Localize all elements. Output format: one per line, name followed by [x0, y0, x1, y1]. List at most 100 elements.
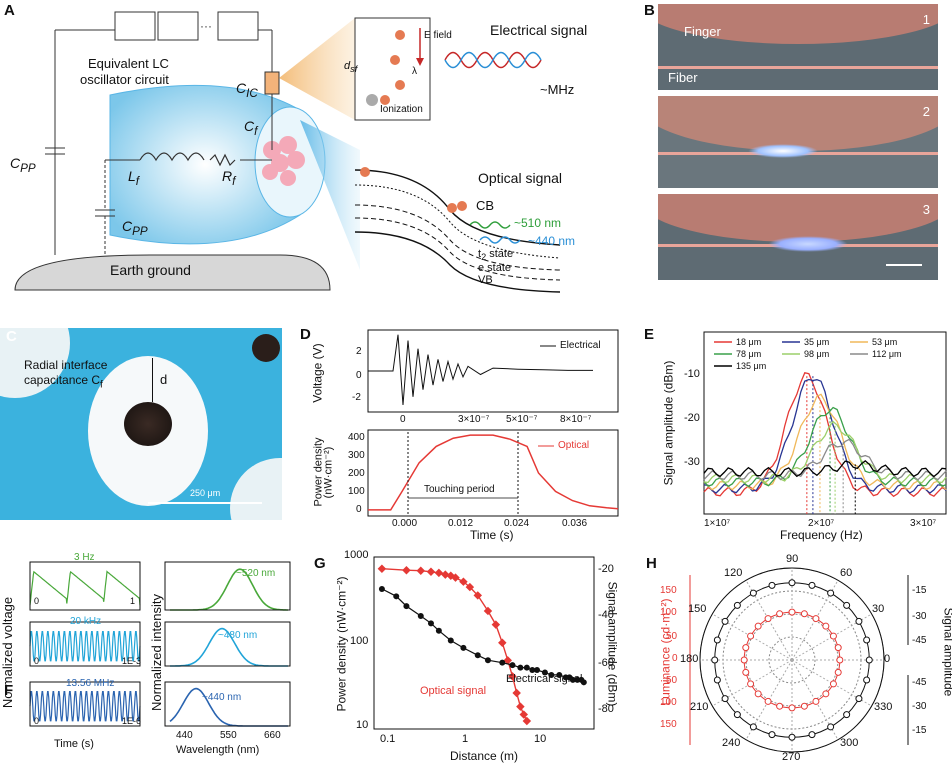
d-sf-sub: sf	[350, 64, 358, 75]
h-angle-0: 0	[884, 653, 891, 665]
g-electrical-point	[435, 627, 442, 634]
f-xlabel-left: Time (s)	[54, 738, 94, 750]
photo-frame-2: 2	[658, 96, 938, 188]
h-luminance-point	[800, 610, 808, 618]
h-luminance-point	[822, 622, 830, 630]
c-pp-sub-1: PP	[20, 161, 36, 175]
g-xtick-2: 10	[534, 733, 547, 745]
h-signal-point	[768, 581, 776, 589]
f-peak-1: ~480 nm	[218, 630, 258, 641]
h-lum-tick-4: 50	[666, 675, 678, 686]
circuit-title-2: oscillator circuit	[80, 72, 169, 87]
g-optical-point	[498, 638, 507, 648]
panel-h: H Luminance (cd·m⁻²) Signal amplitude 90…	[640, 545, 952, 778]
h-signal-point	[749, 723, 757, 731]
h-signal-point	[827, 723, 835, 731]
h-signal-point	[827, 589, 835, 597]
h-lum-tick-1: 100	[660, 607, 677, 618]
panel-e: E 18 μm 35 μm 53 μm 78 μm 98 μm 112 μm 135 μm …	[640, 320, 952, 542]
d-bottom-xtick-0: 0.000	[392, 518, 418, 529]
g-optical-point	[465, 582, 475, 592]
h-signal-point	[733, 601, 741, 609]
frame-number-2: 2	[922, 104, 930, 119]
g-ytick-right-0: -20	[598, 563, 614, 575]
e-ylabel: Signal amplitude (dBm)	[661, 360, 676, 486]
h-angle-300: 300	[840, 737, 859, 749]
h-lum-tick-3: 0	[672, 653, 678, 664]
e-legend-label-1: 35 μm	[804, 337, 829, 347]
h-luminance-point	[747, 632, 755, 640]
label-l-f: Lf	[128, 168, 139, 188]
label-c-pp-1: CPP	[10, 155, 36, 175]
panel-label-d: D	[300, 326, 311, 343]
photo-frame-1: Finger Fiber 1	[658, 4, 938, 90]
g-ylabel-right: Signal amplitude (dBm)	[605, 581, 620, 707]
g-electrical-point	[484, 657, 491, 664]
e-ytick-0: -10	[684, 368, 700, 380]
f-peak-2: ~440 nm	[202, 692, 242, 703]
h-signal-point	[768, 731, 776, 739]
f-axis-0-end: 1	[130, 596, 136, 606]
g-electrical-point	[523, 664, 530, 671]
e-legend-label-3: 78 μm	[736, 349, 761, 359]
g-ylabel-left: Power density (nW·cm⁻²)	[334, 576, 349, 712]
h-signal-point	[855, 695, 863, 703]
panel-c: C Radial interface capacitance Cf d 250 …	[0, 328, 282, 520]
panel-b: B Finger Fiber 1 2 3	[640, 0, 952, 290]
c-f-sub: f	[254, 124, 258, 138]
d-bottom-frame	[367, 429, 619, 517]
g-ytick-left-0: 1000	[344, 549, 369, 561]
d-xlabel: Time (s)	[470, 528, 514, 542]
panel-d-chart	[367, 329, 619, 517]
g-electrical-point	[556, 671, 563, 678]
d-top-ytick-2: -2	[352, 392, 361, 403]
g-electrical-point	[427, 620, 434, 627]
g-electrical-point	[460, 644, 467, 651]
f-wl-tick-1: 550	[220, 730, 237, 741]
panel-label-f: F	[4, 682, 14, 699]
g-electrical-point	[403, 603, 410, 610]
d-bottom-ytick-1: 300	[348, 450, 365, 461]
g-ytick-left-1: 100	[350, 635, 369, 647]
g-electrical-point	[509, 662, 516, 669]
g-ytick-right-2: -60	[598, 657, 614, 669]
h-signal-point	[721, 695, 729, 703]
label-vb: VB	[478, 274, 493, 286]
h-luminance-point	[834, 644, 842, 652]
h-signal-point	[788, 733, 796, 741]
e-ytick-1: -20	[684, 412, 700, 424]
h-angle-180: 180	[680, 653, 699, 665]
label-lambda: λ	[412, 66, 417, 77]
g-electrical-point	[534, 667, 541, 674]
d-top-xtick-2: 5×10⁻⁷	[506, 414, 538, 425]
d-arrow	[152, 358, 153, 402]
h-luminance-point	[800, 702, 808, 710]
e-series-line-5	[703, 438, 947, 481]
d-top-ytick-1: 0	[356, 370, 362, 381]
label-finger: Finger	[684, 24, 721, 39]
h-luminance-point	[764, 615, 772, 623]
h-sig-tick-bottom-1: -30	[912, 701, 927, 712]
d-top-ytick-0: 2	[356, 346, 362, 357]
d-electrical-line	[368, 334, 593, 406]
h-lum-tick-0: 150	[660, 585, 677, 596]
c-ic-text: C	[236, 80, 247, 96]
h-lum-tick-5: 100	[660, 697, 677, 708]
panel-a: A ···	[0, 0, 640, 300]
h-sig-tick-bottom-0: -45	[912, 677, 927, 688]
g-optical-point	[503, 656, 513, 665]
label-c-f: Cf	[244, 118, 257, 138]
label-t2-state: t2 state	[478, 248, 513, 262]
electrode-dots	[262, 136, 305, 186]
g-optical-point	[483, 606, 493, 616]
f-ylabel-left: Normalized voltage	[0, 596, 16, 709]
f-peak-0: ~520 nm	[236, 568, 276, 579]
f-freq-2: 13.56 MHz	[66, 678, 115, 689]
panel-label-a: A	[4, 2, 15, 19]
h-luminance-point	[829, 680, 837, 688]
e-xtick-2: 3×10⁷	[910, 518, 937, 529]
f-xlabel-right: Wavelength (nm)	[176, 744, 260, 756]
earth-ground	[14, 254, 331, 291]
h-luminance-point	[754, 622, 762, 630]
d-top-ylabel: Voltage (V)	[310, 343, 325, 403]
